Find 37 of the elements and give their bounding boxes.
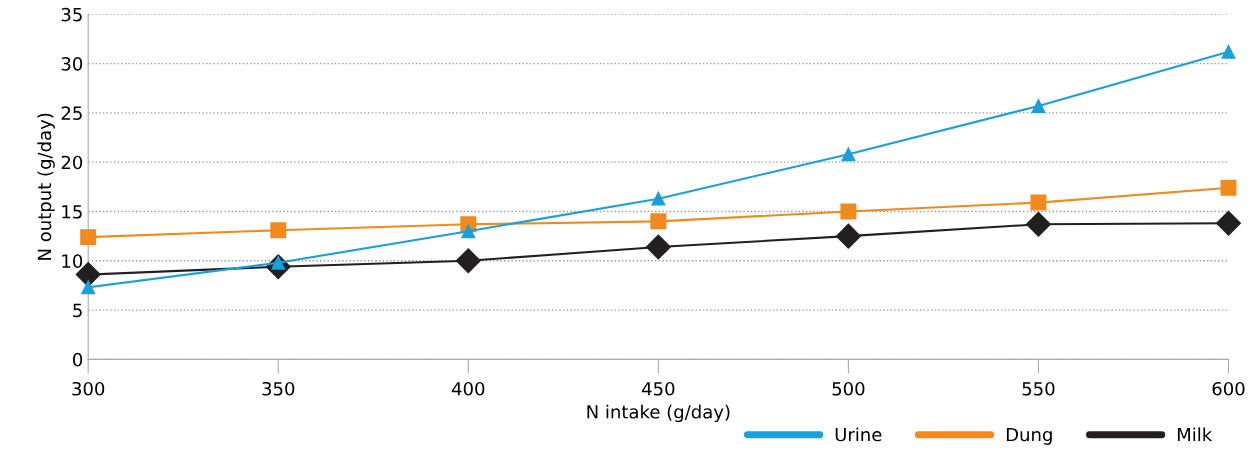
legend-label: Dung xyxy=(1006,427,1052,445)
y-tick-label: 35 xyxy=(61,7,82,22)
y-tick-label: 30 xyxy=(61,57,83,71)
y-tick-label: 0 xyxy=(73,352,83,367)
y-tick-label: 5 xyxy=(73,303,82,318)
point xyxy=(80,229,97,246)
x-tick-label: 600 xyxy=(1212,381,1245,396)
point xyxy=(1216,210,1241,236)
point xyxy=(1025,211,1051,237)
point xyxy=(270,222,287,239)
point xyxy=(840,203,857,220)
y-tick-label: 25 xyxy=(61,106,82,120)
point xyxy=(461,224,476,239)
x-tick-label: 500 xyxy=(832,381,865,396)
point xyxy=(1030,194,1047,211)
point xyxy=(841,147,856,162)
y-tick-label: 10 xyxy=(62,254,83,268)
point xyxy=(651,191,666,206)
legend-label: Urine xyxy=(835,427,882,442)
point xyxy=(835,223,861,249)
point xyxy=(1031,99,1046,113)
point xyxy=(455,248,481,274)
legend-label: Milk xyxy=(1177,427,1213,442)
point xyxy=(650,213,667,230)
x-tick-label: 450 xyxy=(642,381,675,396)
point xyxy=(81,280,96,295)
point xyxy=(1221,44,1236,59)
x-axis-title: N intake (g/day) xyxy=(587,404,730,423)
x-tick-label: 400 xyxy=(451,381,485,396)
x-tick-label: 550 xyxy=(1022,381,1055,396)
x-tick-label: 350 xyxy=(262,381,295,396)
y-axis-title: N output (g/day) xyxy=(37,113,55,260)
y-tick-label: 20 xyxy=(61,155,83,170)
x-tick-label: 300 xyxy=(72,381,105,396)
point xyxy=(1220,179,1237,196)
y-tick-label: 15 xyxy=(62,205,82,219)
point xyxy=(645,234,671,260)
